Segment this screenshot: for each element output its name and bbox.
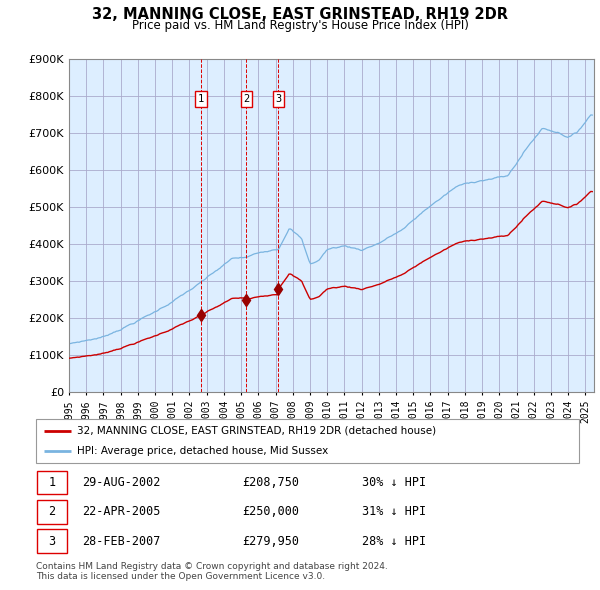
FancyBboxPatch shape <box>37 529 67 553</box>
Text: Contains HM Land Registry data © Crown copyright and database right 2024.
This d: Contains HM Land Registry data © Crown c… <box>36 562 388 581</box>
FancyBboxPatch shape <box>37 500 67 524</box>
Text: 32, MANNING CLOSE, EAST GRINSTEAD, RH19 2DR (detached house): 32, MANNING CLOSE, EAST GRINSTEAD, RH19 … <box>77 426 436 436</box>
FancyBboxPatch shape <box>36 419 579 463</box>
Text: 29-AUG-2002: 29-AUG-2002 <box>82 476 161 489</box>
Text: 31% ↓ HPI: 31% ↓ HPI <box>362 505 426 519</box>
Text: £279,950: £279,950 <box>242 535 299 548</box>
Text: £250,000: £250,000 <box>242 505 299 519</box>
Text: 1: 1 <box>49 476 56 489</box>
Text: 28% ↓ HPI: 28% ↓ HPI <box>362 535 426 548</box>
Text: 1: 1 <box>198 94 204 104</box>
Text: 2: 2 <box>49 505 56 519</box>
Text: £208,750: £208,750 <box>242 476 299 489</box>
Text: 30% ↓ HPI: 30% ↓ HPI <box>362 476 426 489</box>
Text: 22-APR-2005: 22-APR-2005 <box>82 505 161 519</box>
Text: HPI: Average price, detached house, Mid Sussex: HPI: Average price, detached house, Mid … <box>77 446 328 456</box>
Text: Price paid vs. HM Land Registry's House Price Index (HPI): Price paid vs. HM Land Registry's House … <box>131 19 469 32</box>
FancyBboxPatch shape <box>37 471 67 494</box>
Text: 32, MANNING CLOSE, EAST GRINSTEAD, RH19 2DR: 32, MANNING CLOSE, EAST GRINSTEAD, RH19 … <box>92 7 508 22</box>
Text: 3: 3 <box>49 535 56 548</box>
Text: 28-FEB-2007: 28-FEB-2007 <box>82 535 161 548</box>
Text: 2: 2 <box>244 94 250 104</box>
Text: 3: 3 <box>275 94 281 104</box>
